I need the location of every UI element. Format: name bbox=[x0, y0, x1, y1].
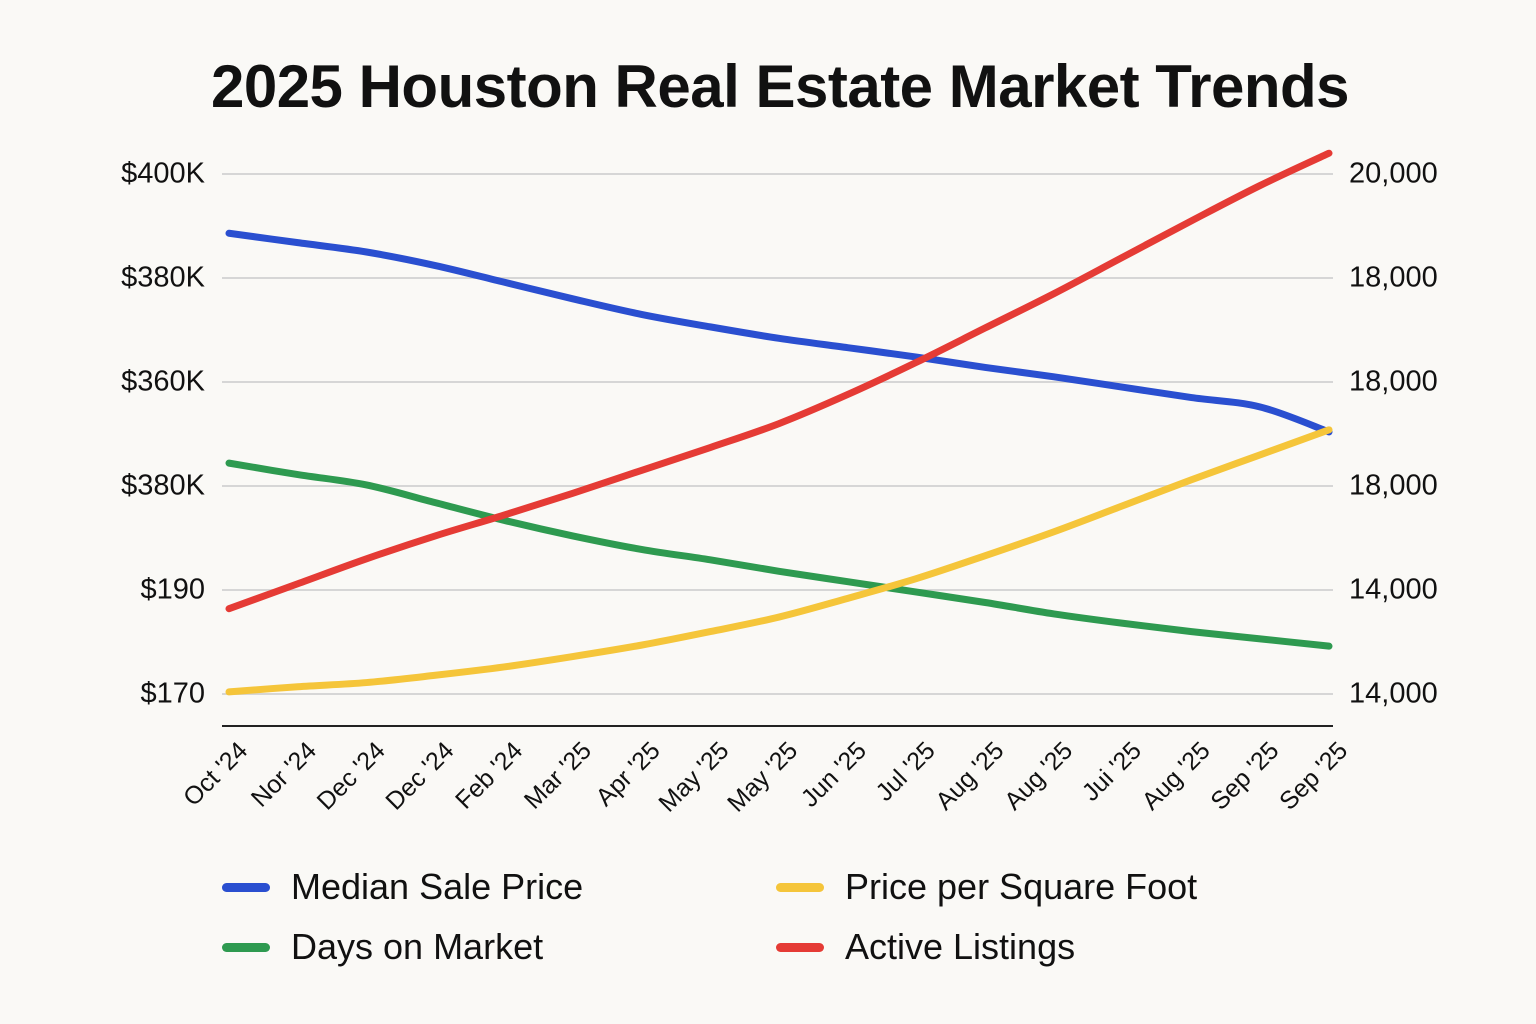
legend-item-price-per-square-foot[interactable]: Price per Square Foot bbox=[776, 866, 1197, 908]
x-tick-label: Dec '24 bbox=[380, 736, 459, 815]
series-line-median-sale-price bbox=[225, 229, 1333, 436]
right-tick-label: 14,000 bbox=[1349, 678, 1438, 710]
chart-title: 2025 Houston Real Estate Market Trends bbox=[210, 53, 1350, 120]
gridlines bbox=[222, 173, 1333, 695]
left-tick-label: $380K bbox=[121, 262, 206, 294]
x-tick-label: Mar '25 bbox=[519, 736, 597, 814]
x-tick-label: Nor '24 bbox=[246, 736, 322, 812]
legend-label: Median Sale Price bbox=[291, 866, 584, 907]
legend-item-median-sale-price[interactable]: Median Sale Price bbox=[222, 866, 583, 908]
x-tick-label: Aug '25 bbox=[999, 736, 1078, 815]
left-tick-label: $380K bbox=[121, 470, 206, 502]
right-tick-label: 18,000 bbox=[1349, 366, 1438, 398]
x-tick-label: Aug '25 bbox=[930, 736, 1009, 815]
x-tick-label: Apr '25 bbox=[590, 736, 665, 811]
left-tick-label: $170 bbox=[140, 678, 205, 710]
legend-label: Days on Market bbox=[291, 926, 544, 967]
right-tick-label: 18,000 bbox=[1349, 262, 1438, 294]
right-tick-label: 18,000 bbox=[1349, 470, 1438, 502]
x-tick-label: Jun '25 bbox=[796, 736, 872, 812]
legend-swatch bbox=[222, 942, 270, 952]
legend-item-active-listings[interactable]: Active Listings bbox=[776, 926, 1075, 968]
right-tick-label: 20,000 bbox=[1349, 158, 1438, 190]
series-line-active-listings bbox=[225, 149, 1333, 613]
legend: Median Sale Price Price per Square Foot … bbox=[222, 866, 1322, 976]
x-tick-label: Feb '24 bbox=[450, 736, 528, 814]
left-tick-label: $190 bbox=[140, 574, 205, 606]
legend-label: Price per Square Foot bbox=[845, 866, 1198, 907]
left-tick-label: $400K bbox=[121, 158, 206, 190]
x-tick-label: Oct '24 bbox=[178, 736, 253, 811]
legend-swatch bbox=[776, 942, 824, 952]
series-line-price-per-square-foot bbox=[225, 426, 1333, 696]
right-tick-label: 14,000 bbox=[1349, 574, 1438, 606]
x-tick-label: Dec '24 bbox=[312, 736, 391, 815]
legend-swatch bbox=[222, 882, 270, 892]
series-group bbox=[225, 149, 1333, 696]
left-tick-label: $360K bbox=[121, 366, 206, 398]
legend-label: Active Listings bbox=[845, 926, 1076, 967]
x-tick-label: May '25 bbox=[722, 736, 803, 817]
left-axis: $170 $190 $380K $360K $380K $400K bbox=[121, 158, 206, 710]
x-tick-label: Aug '25 bbox=[1137, 736, 1216, 815]
x-tick-label: May '25 bbox=[653, 736, 734, 817]
legend-item-days-on-market[interactable]: Days on Market bbox=[222, 926, 543, 968]
x-tick-label: Sep '25 bbox=[1274, 736, 1353, 815]
x-tick-label: Sep '25 bbox=[1205, 736, 1284, 815]
legend-swatch bbox=[776, 882, 824, 892]
right-axis: 14,000 14,000 18,000 18,000 18,000 20,000 bbox=[1349, 158, 1438, 710]
